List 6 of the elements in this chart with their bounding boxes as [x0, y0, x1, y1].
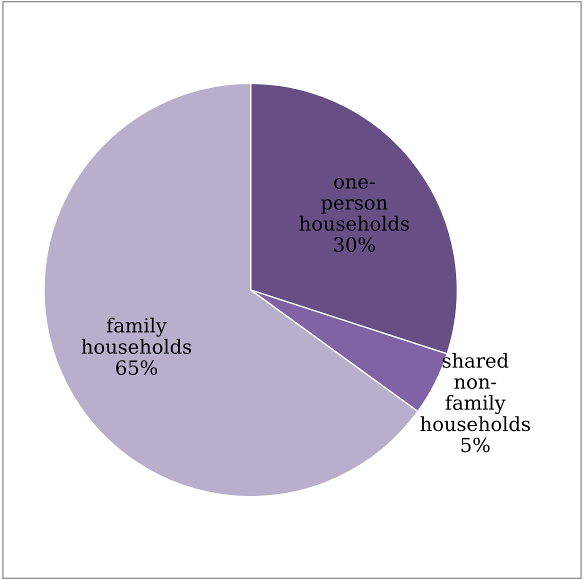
slice-label: shared non-family households	[420, 352, 530, 432]
data-label: 30%	[334, 237, 375, 252]
slice-label: one-person households	[299, 178, 409, 231]
data-label: 5%	[462, 438, 490, 452]
data-label: 65%	[116, 360, 158, 375]
slice-label: family households	[82, 318, 192, 354]
